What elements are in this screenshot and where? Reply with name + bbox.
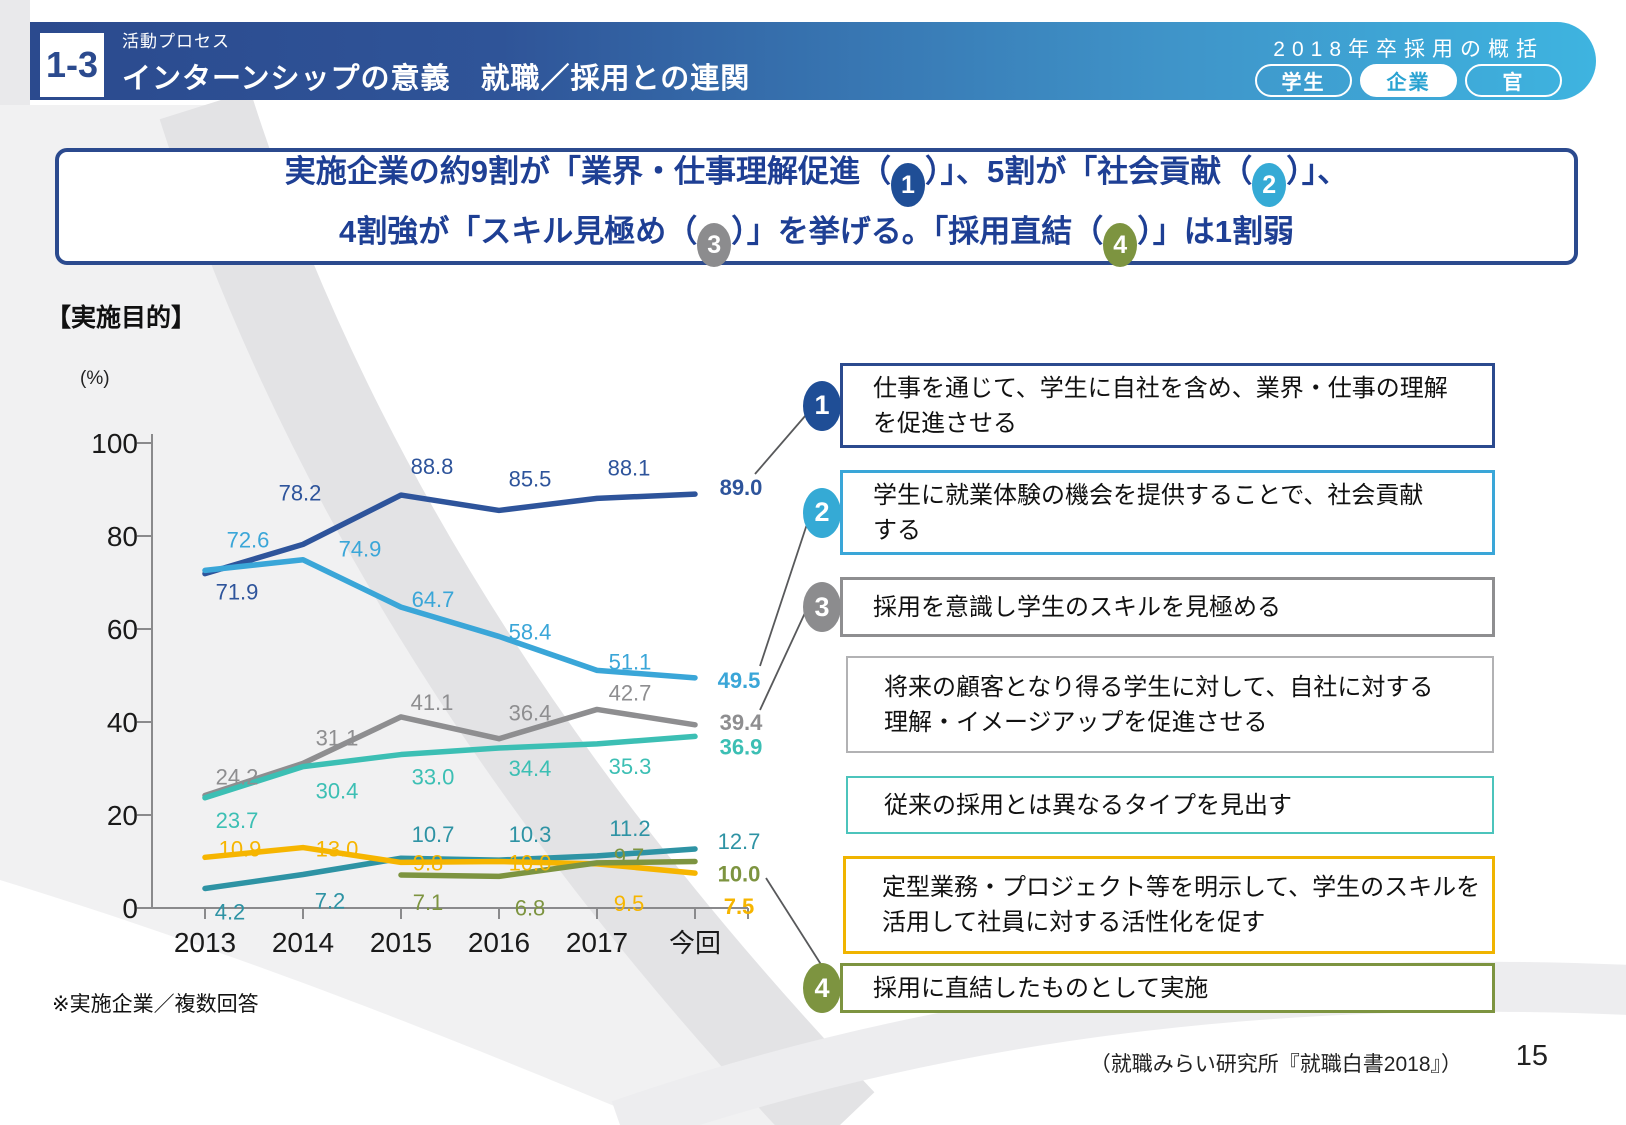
page-number: 15 <box>1515 1040 1548 1072</box>
legend-text-line: 仕事を通じて、学生に自社を含め、業界・仕事の理解 <box>873 374 1448 402</box>
inline-number-circle-1: 1 <box>891 162 925 207</box>
key-message-segment: ）」、 <box>1286 153 1349 189</box>
chart-footnote: ※実施企業／複数回答 <box>52 993 259 1016</box>
swoosh-white-bottom-left <box>0 880 660 1125</box>
legend-box-1: 仕事を通じて、学生に自社を含め、業界・仕事の理解 を促進させる <box>840 363 1495 448</box>
legend-box-7: 採用に直結したものとして実施 <box>840 963 1495 1013</box>
legend-number-circle-4: 4 <box>803 963 841 1013</box>
header-right-title: 2018年卒採用の概括 <box>1273 38 1544 61</box>
legend-text-line: 採用を意識し学生のスキルを見極める <box>873 593 1281 621</box>
legend-box-5: 従来の採用とは異なるタイプを見出す <box>846 776 1494 834</box>
legend-box-2: 学生に就業体験の機会を提供することで、社会貢献 する <box>840 470 1495 555</box>
key-message-box: 実施企業の約9割が「業界・仕事理解促進（ 1 ）」、5割が「社会貢献（ 2）」、 4割強… <box>55 147 1578 267</box>
inline-number-circle-2: 2 <box>1252 162 1287 207</box>
legend-text-line: 学生に就業体験の機会を提供することで、社会貢献 <box>873 481 1424 509</box>
page-title: インターンシップの意義 就職／採用との連関 <box>122 63 751 95</box>
header-titles: 活動プロセス インターンシップの意義 就職／採用との連関 <box>122 27 750 97</box>
legend-box-3: 採用を意識し学生のスキルを見極める <box>840 577 1495 637</box>
legend-text-line: を促進させる <box>873 409 1017 437</box>
header-bar: 1-3 活動プロセス インターンシップの意義 就職／採用との連関 2018年卒採… <box>30 22 1596 100</box>
key-message-segment: ）」を挙げる。「採用直結（ <box>731 213 1104 249</box>
legend-text-line: 定型業務・プロジェクト等を明示して、学生のスキルを <box>882 874 1481 901</box>
chart-title: 【実施目的】 <box>46 304 197 332</box>
section-badge: 1-3 <box>40 33 104 97</box>
key-message-segment: ）」は1割弱 <box>1137 213 1294 249</box>
source-credit: （就職みらい研究所『就職白書2018』） <box>1089 1053 1462 1076</box>
header-category: 活動プロセス <box>122 32 230 51</box>
inline-number-circle-4: 4 <box>1103 222 1138 267</box>
audience-tabs: 学生 企業官 <box>1255 64 1562 97</box>
key-message-segment: 実施企業の約9割が「業界・仕事理解促進（ <box>284 153 891 189</box>
y-axis-unit-label: (%) <box>80 368 110 389</box>
audience-tab-企業: 企業 <box>1360 64 1457 97</box>
key-message-segment: 4割強が「スキル見極め（ <box>339 213 698 249</box>
legend-number-circle-1: 1 <box>803 380 841 431</box>
legend-number-circle-3: 3 <box>803 582 841 632</box>
legend-text-line: 活用して社員に対する活性化を促す <box>882 909 1266 936</box>
legend-box-4: 将来の顧客となり得る学生に対して、自社に対する 理解・イメージアップを促進させる <box>846 656 1494 753</box>
legend-text-line: 理解・イメージアップを促進させる <box>884 708 1268 736</box>
audience-tab-学生: 学生 <box>1255 64 1352 97</box>
audience-tab-官: 官 <box>1465 64 1562 97</box>
legend-text-line: 将来の顧客となり得る学生に対して、自社に対する <box>884 673 1434 701</box>
key-message-text: 実施企業の約9割が「業界・仕事理解促進（ 1 ）」、5割が「社会貢献（ 2）」、 4割強… <box>284 147 1349 267</box>
legend-text-line: 採用に直結したものとして実施 <box>873 974 1209 1002</box>
legend-number-circle-2: 2 <box>803 487 841 538</box>
legend-text-line: する <box>873 516 921 544</box>
key-message-segment: ）」、5割が「社会貢献（ <box>925 153 1253 189</box>
legend-text-line: 従来の採用とは異なるタイプを見出す <box>884 791 1292 819</box>
legend-box-6: 定型業務・プロジェクト等を明示して、学生のスキルを 活用して社員に対する活性化を促… <box>843 856 1495 954</box>
inline-number-circle-3: 3 <box>697 222 732 267</box>
